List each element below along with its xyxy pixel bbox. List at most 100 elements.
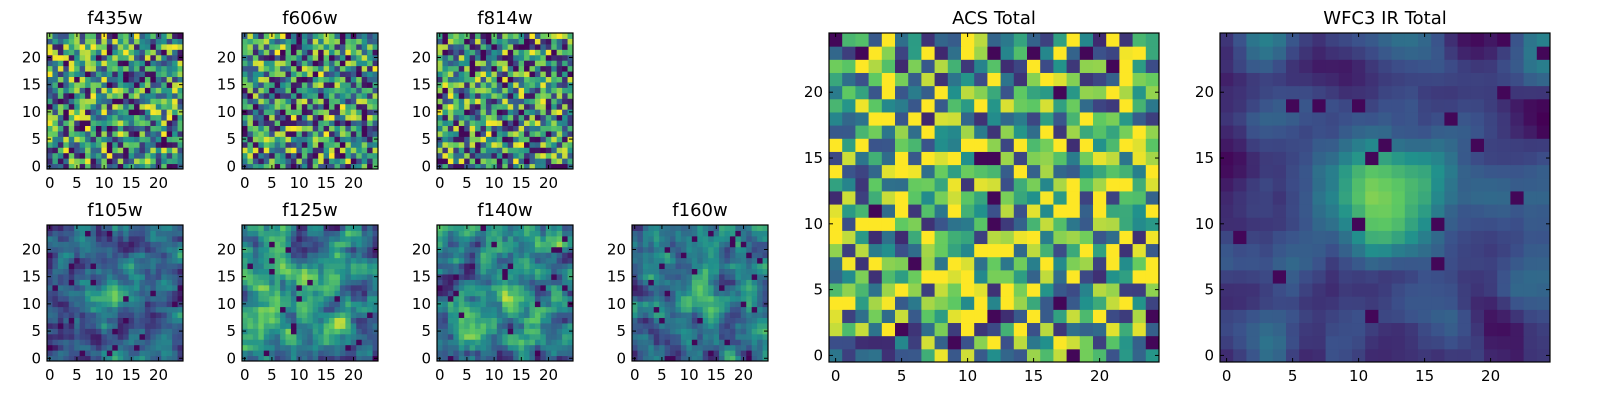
heatmap-cell	[123, 109, 130, 116]
heatmap-cell	[90, 355, 97, 362]
heatmap-cell	[68, 103, 75, 110]
heatmap-cell	[545, 49, 552, 56]
heatmap-cell	[551, 147, 558, 154]
heatmap-cell	[529, 163, 536, 170]
heatmap-cell	[177, 71, 184, 78]
heatmap-cell	[659, 284, 666, 291]
heatmap-cell	[367, 322, 374, 329]
heatmap-cell	[746, 273, 753, 280]
heatmap-cell	[442, 230, 449, 237]
heatmap-cell	[57, 125, 64, 132]
heatmap-cell	[74, 103, 81, 110]
heatmap-cell	[339, 333, 346, 340]
heatmap-cell	[258, 246, 265, 253]
heatmap-cell	[868, 204, 883, 218]
heatmap-cell	[534, 49, 541, 56]
heatmap-cell	[74, 92, 81, 99]
heatmap-cell	[57, 60, 64, 67]
heatmap-cell	[480, 322, 487, 329]
heatmap-cell	[117, 33, 124, 39]
heatmap-cell	[172, 301, 179, 308]
heatmap-cell	[128, 328, 135, 335]
heatmap-cell	[653, 306, 660, 313]
heatmap-cell	[1000, 348, 1015, 363]
heatmap-cell	[350, 76, 357, 83]
heatmap-cell	[562, 49, 569, 56]
heatmap-cell	[247, 241, 254, 248]
heatmap-cell	[453, 103, 460, 110]
heatmap-cell	[252, 33, 259, 39]
heatmap-cell	[345, 273, 352, 280]
x-tick-label: 5	[72, 366, 82, 384]
heatmap-cell	[128, 301, 135, 308]
heatmap-cell	[177, 322, 184, 329]
heatmap-cell	[90, 317, 97, 324]
heatmap-cell	[567, 230, 574, 237]
heatmap-cell	[252, 43, 259, 50]
heatmap-cell	[1040, 283, 1054, 297]
heatmap-cell	[442, 109, 449, 116]
heatmap-cell	[670, 344, 677, 351]
heatmap-cell	[356, 38, 363, 45]
panel-title: f606w	[282, 8, 337, 29]
heatmap-cell	[921, 217, 936, 231]
heatmap-cell	[367, 152, 374, 159]
heatmap-cell	[242, 60, 248, 67]
heatmap-cell	[829, 256, 843, 271]
heatmap-cell	[285, 33, 292, 39]
heatmap-cell	[372, 350, 379, 357]
heatmap-cell	[751, 290, 758, 297]
heatmap-cell	[961, 283, 975, 297]
heatmap-cell	[464, 152, 471, 159]
heatmap-cell	[155, 279, 162, 286]
heatmap-cell	[485, 92, 492, 99]
heatmap-cell	[334, 147, 341, 154]
heatmap-cell	[274, 350, 281, 357]
heatmap-cell	[437, 76, 443, 83]
heatmap-cell	[90, 230, 97, 237]
heatmap-cell	[447, 355, 454, 362]
heatmap-cell	[350, 322, 357, 329]
heatmap-cell	[659, 312, 666, 318]
heatmap-cell	[318, 230, 325, 237]
heatmap-cell	[128, 147, 135, 154]
heatmap-cell	[453, 65, 460, 72]
heatmap-cell	[101, 76, 108, 83]
heatmap-cell	[562, 284, 569, 291]
heatmap-cell	[829, 269, 843, 284]
heatmap-cell	[464, 339, 471, 346]
heatmap-cell	[485, 54, 492, 61]
heatmap-cell	[708, 290, 715, 297]
heatmap-cell	[659, 322, 666, 329]
heatmap-cell	[312, 225, 319, 231]
heatmap-cell	[95, 235, 102, 242]
heatmap-cell	[166, 125, 173, 132]
heatmap-cell	[263, 43, 270, 50]
heatmap-cell	[735, 339, 742, 346]
heatmap-cell	[161, 114, 168, 121]
heatmap-cell	[339, 355, 346, 362]
heatmap-cell	[513, 60, 520, 67]
heatmap-cell	[934, 269, 949, 284]
heatmap-cell	[735, 230, 742, 237]
heatmap-cell	[464, 125, 471, 132]
heatmap-cell	[987, 269, 1002, 284]
heatmap-cell	[485, 43, 492, 50]
heatmap-cell	[323, 114, 330, 121]
heatmap-cell	[524, 339, 530, 346]
heatmap-cell	[350, 344, 357, 351]
heatmap-cell	[475, 60, 482, 67]
heatmap-cell	[502, 312, 509, 318]
heatmap-cell	[491, 130, 498, 137]
heatmap-cell	[101, 344, 108, 351]
heatmap-cell	[567, 87, 574, 94]
heatmap-cell	[312, 65, 319, 72]
heatmap-cell	[1106, 309, 1120, 324]
heatmap-cell	[117, 98, 124, 105]
heatmap-cell	[529, 43, 536, 50]
heatmap-cell	[562, 263, 569, 270]
heatmap-cell	[155, 252, 162, 259]
heatmap-cell	[534, 152, 541, 159]
heatmap-cell	[502, 306, 509, 313]
heatmap-cell	[242, 43, 248, 50]
